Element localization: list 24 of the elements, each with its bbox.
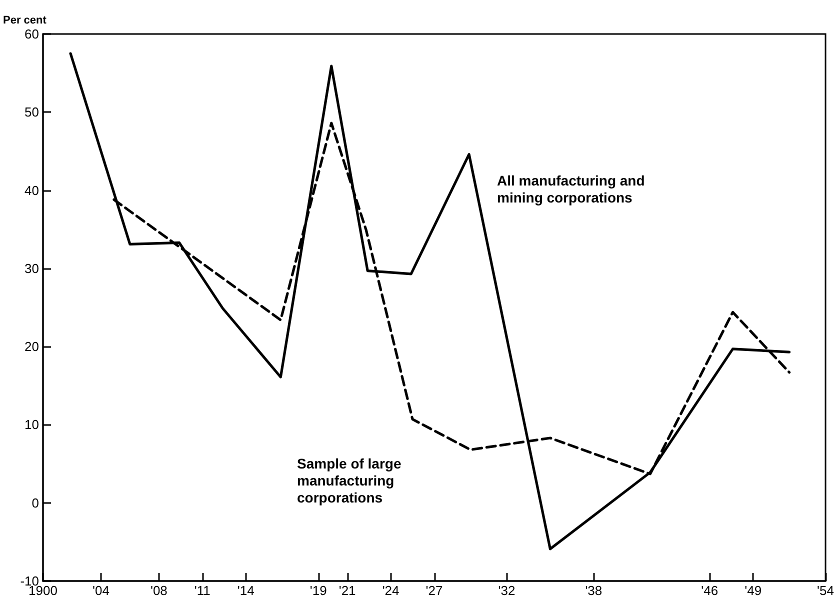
y-tick-label: 40 — [24, 182, 39, 198]
text: Sample of large manufacturing corporations — [297, 456, 402, 506]
y-axis-title: Per cent — [3, 14, 47, 26]
x-tick-label: '24 — [382, 583, 400, 598]
x-tick-label: '04 — [92, 583, 110, 598]
x-tick-label: '21 — [338, 583, 356, 598]
y-tick-label: 50 — [24, 104, 39, 120]
x-tick-label: '49 — [744, 583, 762, 598]
y-tick-label: 30 — [24, 260, 39, 276]
x-tick-label: '32 — [498, 583, 516, 598]
y-tick-label: 60 — [24, 26, 39, 42]
y-tick-label: 10 — [24, 417, 39, 432]
x-tick-label: '11 — [194, 583, 210, 598]
y-tick-label: 20 — [24, 339, 39, 354]
x-tick-label: '08 — [150, 583, 168, 598]
x-tick-label: '38 — [585, 583, 602, 598]
x-tick-label: '14 — [237, 583, 254, 598]
x-tick-label: '46 — [701, 583, 718, 598]
x-tick-label: '19 — [310, 583, 327, 598]
y-tick-label: 0 — [32, 495, 39, 510]
x-tick-label: '27 — [426, 583, 443, 598]
series-label: All manufacturing and mining corporations — [497, 172, 645, 206]
line-series — [69, 52, 791, 550]
x-tick-label: '54 — [817, 583, 834, 598]
